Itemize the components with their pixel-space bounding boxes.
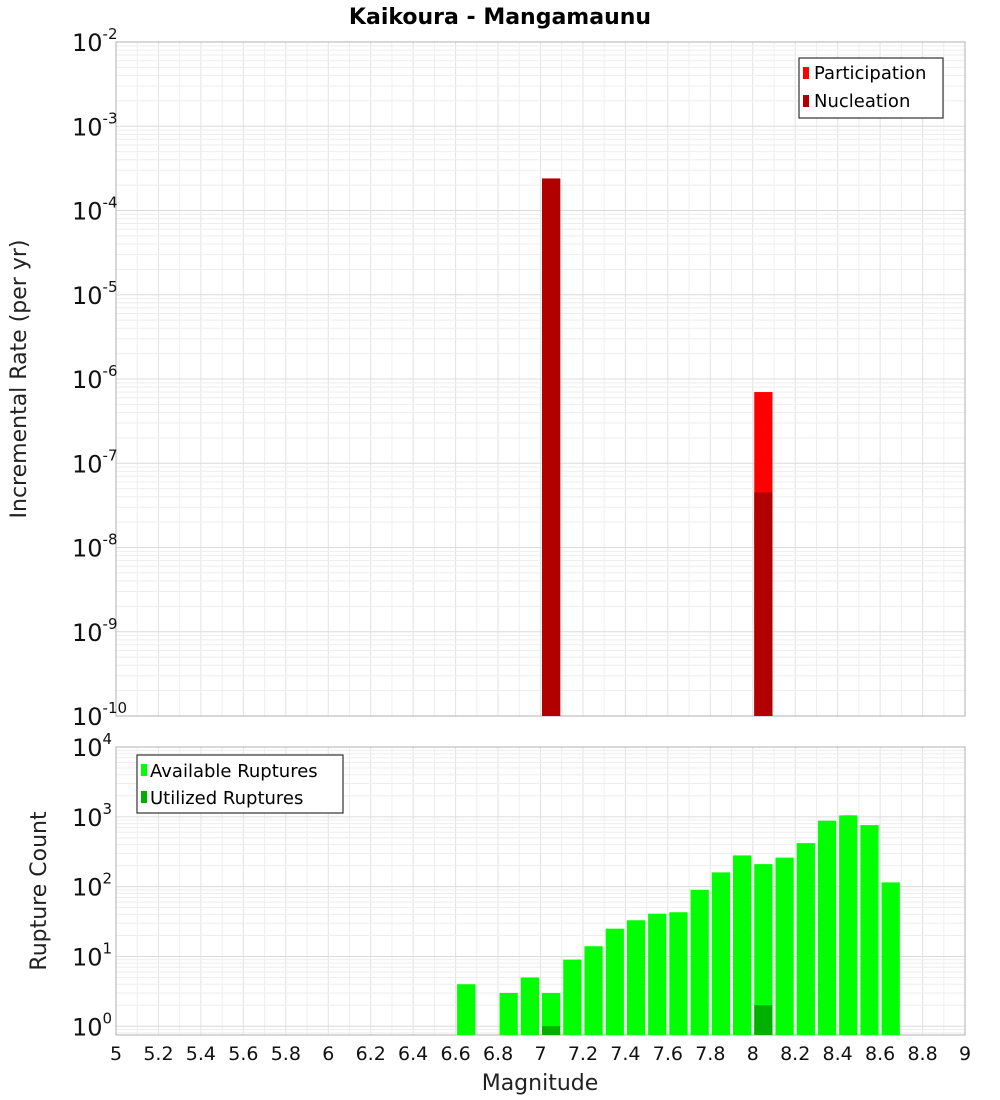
participation-legend-label: Participation <box>814 63 926 84</box>
available-ruptures-bar <box>542 992 561 1035</box>
chart-title: Kaikoura - Mangamaunu <box>349 5 651 30</box>
top-y-tick-label: 10-4 <box>72 194 118 226</box>
nucleation-bar <box>754 492 773 716</box>
top-y-tick-label: 10-7 <box>72 446 118 478</box>
top-y-tick-label: 10-5 <box>72 278 118 310</box>
top-panel-grid <box>116 42 965 716</box>
bottom-legend: Available Ruptures Utilized Ruptures <box>136 754 344 814</box>
x-axis-ticks: 5 5.2 5.4 5.6 5.8 6 6.2 6.4 6.6 6.8 7 7.2 7.4 7.6 7.8 8… <box>110 1043 971 1065</box>
top-panel-bars <box>542 178 773 716</box>
top-panel-frame <box>115 41 966 717</box>
bottom-panel-grid <box>116 747 965 1035</box>
bottom-panel-y-ticks: 100 101 102 103 104 <box>72 730 112 1041</box>
available-ruptures-bar <box>648 913 667 1035</box>
x-tick-label: 7.8 <box>695 1043 725 1065</box>
bottom-panel-frame <box>115 746 966 1036</box>
x-tick-label: 8 <box>747 1043 759 1065</box>
x-tick-label: 6.8 <box>483 1043 513 1065</box>
x-tick-label: 6.2 <box>356 1043 386 1065</box>
top-y-tick-label: 10-9 <box>72 615 118 647</box>
x-tick-label: 5.8 <box>271 1043 301 1065</box>
bottom-panel-bars <box>457 815 900 1035</box>
available-ruptures-bar <box>605 928 624 1035</box>
bottom-y-tick-label: 100 <box>72 1009 112 1041</box>
available-ruptures-bar <box>754 864 773 1035</box>
nucleation-legend-label: Nucleation <box>814 91 910 112</box>
available-ruptures-bar <box>881 882 900 1035</box>
top-y-tick-label: 10-10 <box>72 699 127 731</box>
available-ruptures-bar <box>839 815 858 1035</box>
nucleation-bar <box>542 178 561 716</box>
available-ruptures-bar <box>520 977 539 1035</box>
nucleation-legend-swatch <box>803 95 809 107</box>
available-ruptures-bar <box>711 872 731 1035</box>
available-ruptures-bar <box>584 946 603 1035</box>
x-tick-label: 9 <box>959 1043 971 1065</box>
x-tick-label: 5.4 <box>186 1043 216 1065</box>
x-tick-label: 7.2 <box>568 1043 598 1065</box>
available-ruptures-bar <box>563 959 582 1035</box>
x-tick-label: 8.2 <box>780 1043 810 1065</box>
top-legend-box <box>798 57 944 119</box>
top-y-tick-label: 10-3 <box>72 109 118 141</box>
available-ruptures-bar <box>457 984 476 1035</box>
available-ruptures-bar <box>733 855 752 1035</box>
available-legend-swatch <box>141 764 147 776</box>
x-tick-label: 8.8 <box>907 1043 937 1065</box>
bottom-y-tick-label: 104 <box>72 730 112 762</box>
x-tick-label: 7.4 <box>610 1043 640 1065</box>
x-tick-label: 6.4 <box>398 1043 428 1065</box>
x-tick-label: 7.6 <box>653 1043 683 1065</box>
top-y-axis-label: Incremental Rate (per yr) <box>7 240 32 519</box>
x-tick-label: 6.6 <box>440 1043 470 1065</box>
top-panel-y-ticks: 10-10 10-9 10-8 10-7 10-6 10-5 10-4 10-3 10-2 <box>72 25 127 731</box>
available-ruptures-bar <box>690 889 709 1035</box>
x-tick-label: 8.4 <box>823 1043 853 1065</box>
top-y-tick-label: 10-2 <box>72 25 118 57</box>
x-tick-label: 5.6 <box>228 1043 258 1065</box>
top-legend: Participation Nucleation <box>798 57 944 119</box>
bottom-y-axis-label: Rupture Count <box>27 811 52 971</box>
participation-legend-swatch <box>803 67 809 79</box>
x-axis-label: Magnitude <box>482 1071 599 1096</box>
available-ruptures-bar <box>860 825 879 1035</box>
bottom-y-tick-label: 101 <box>72 939 112 971</box>
available-ruptures-bar <box>817 820 837 1035</box>
available-ruptures-bar <box>796 843 815 1035</box>
utilized-legend-swatch <box>141 791 147 803</box>
x-tick-label: 5 <box>110 1043 122 1065</box>
available-ruptures-bar <box>626 920 646 1035</box>
x-tick-label: 7 <box>534 1043 546 1065</box>
available-ruptures-bar <box>669 912 688 1035</box>
x-tick-label: 8.6 <box>865 1043 895 1065</box>
top-y-tick-label: 10-6 <box>72 362 118 394</box>
x-tick-label: 6 <box>322 1043 334 1065</box>
top-y-tick-label: 10-8 <box>72 531 118 563</box>
bottom-legend-box <box>136 754 344 814</box>
utilized-ruptures-bar <box>754 1005 773 1035</box>
available-ruptures-bar <box>499 992 518 1035</box>
available-ruptures-bar <box>775 857 794 1035</box>
bottom-y-tick-label: 103 <box>72 800 112 832</box>
x-tick-label: 5.2 <box>143 1043 173 1065</box>
available-legend-label: Available Ruptures <box>150 761 318 782</box>
bottom-y-tick-label: 102 <box>72 870 112 902</box>
utilized-ruptures-bar <box>542 1026 561 1035</box>
utilized-legend-label: Utilized Ruptures <box>150 788 303 809</box>
